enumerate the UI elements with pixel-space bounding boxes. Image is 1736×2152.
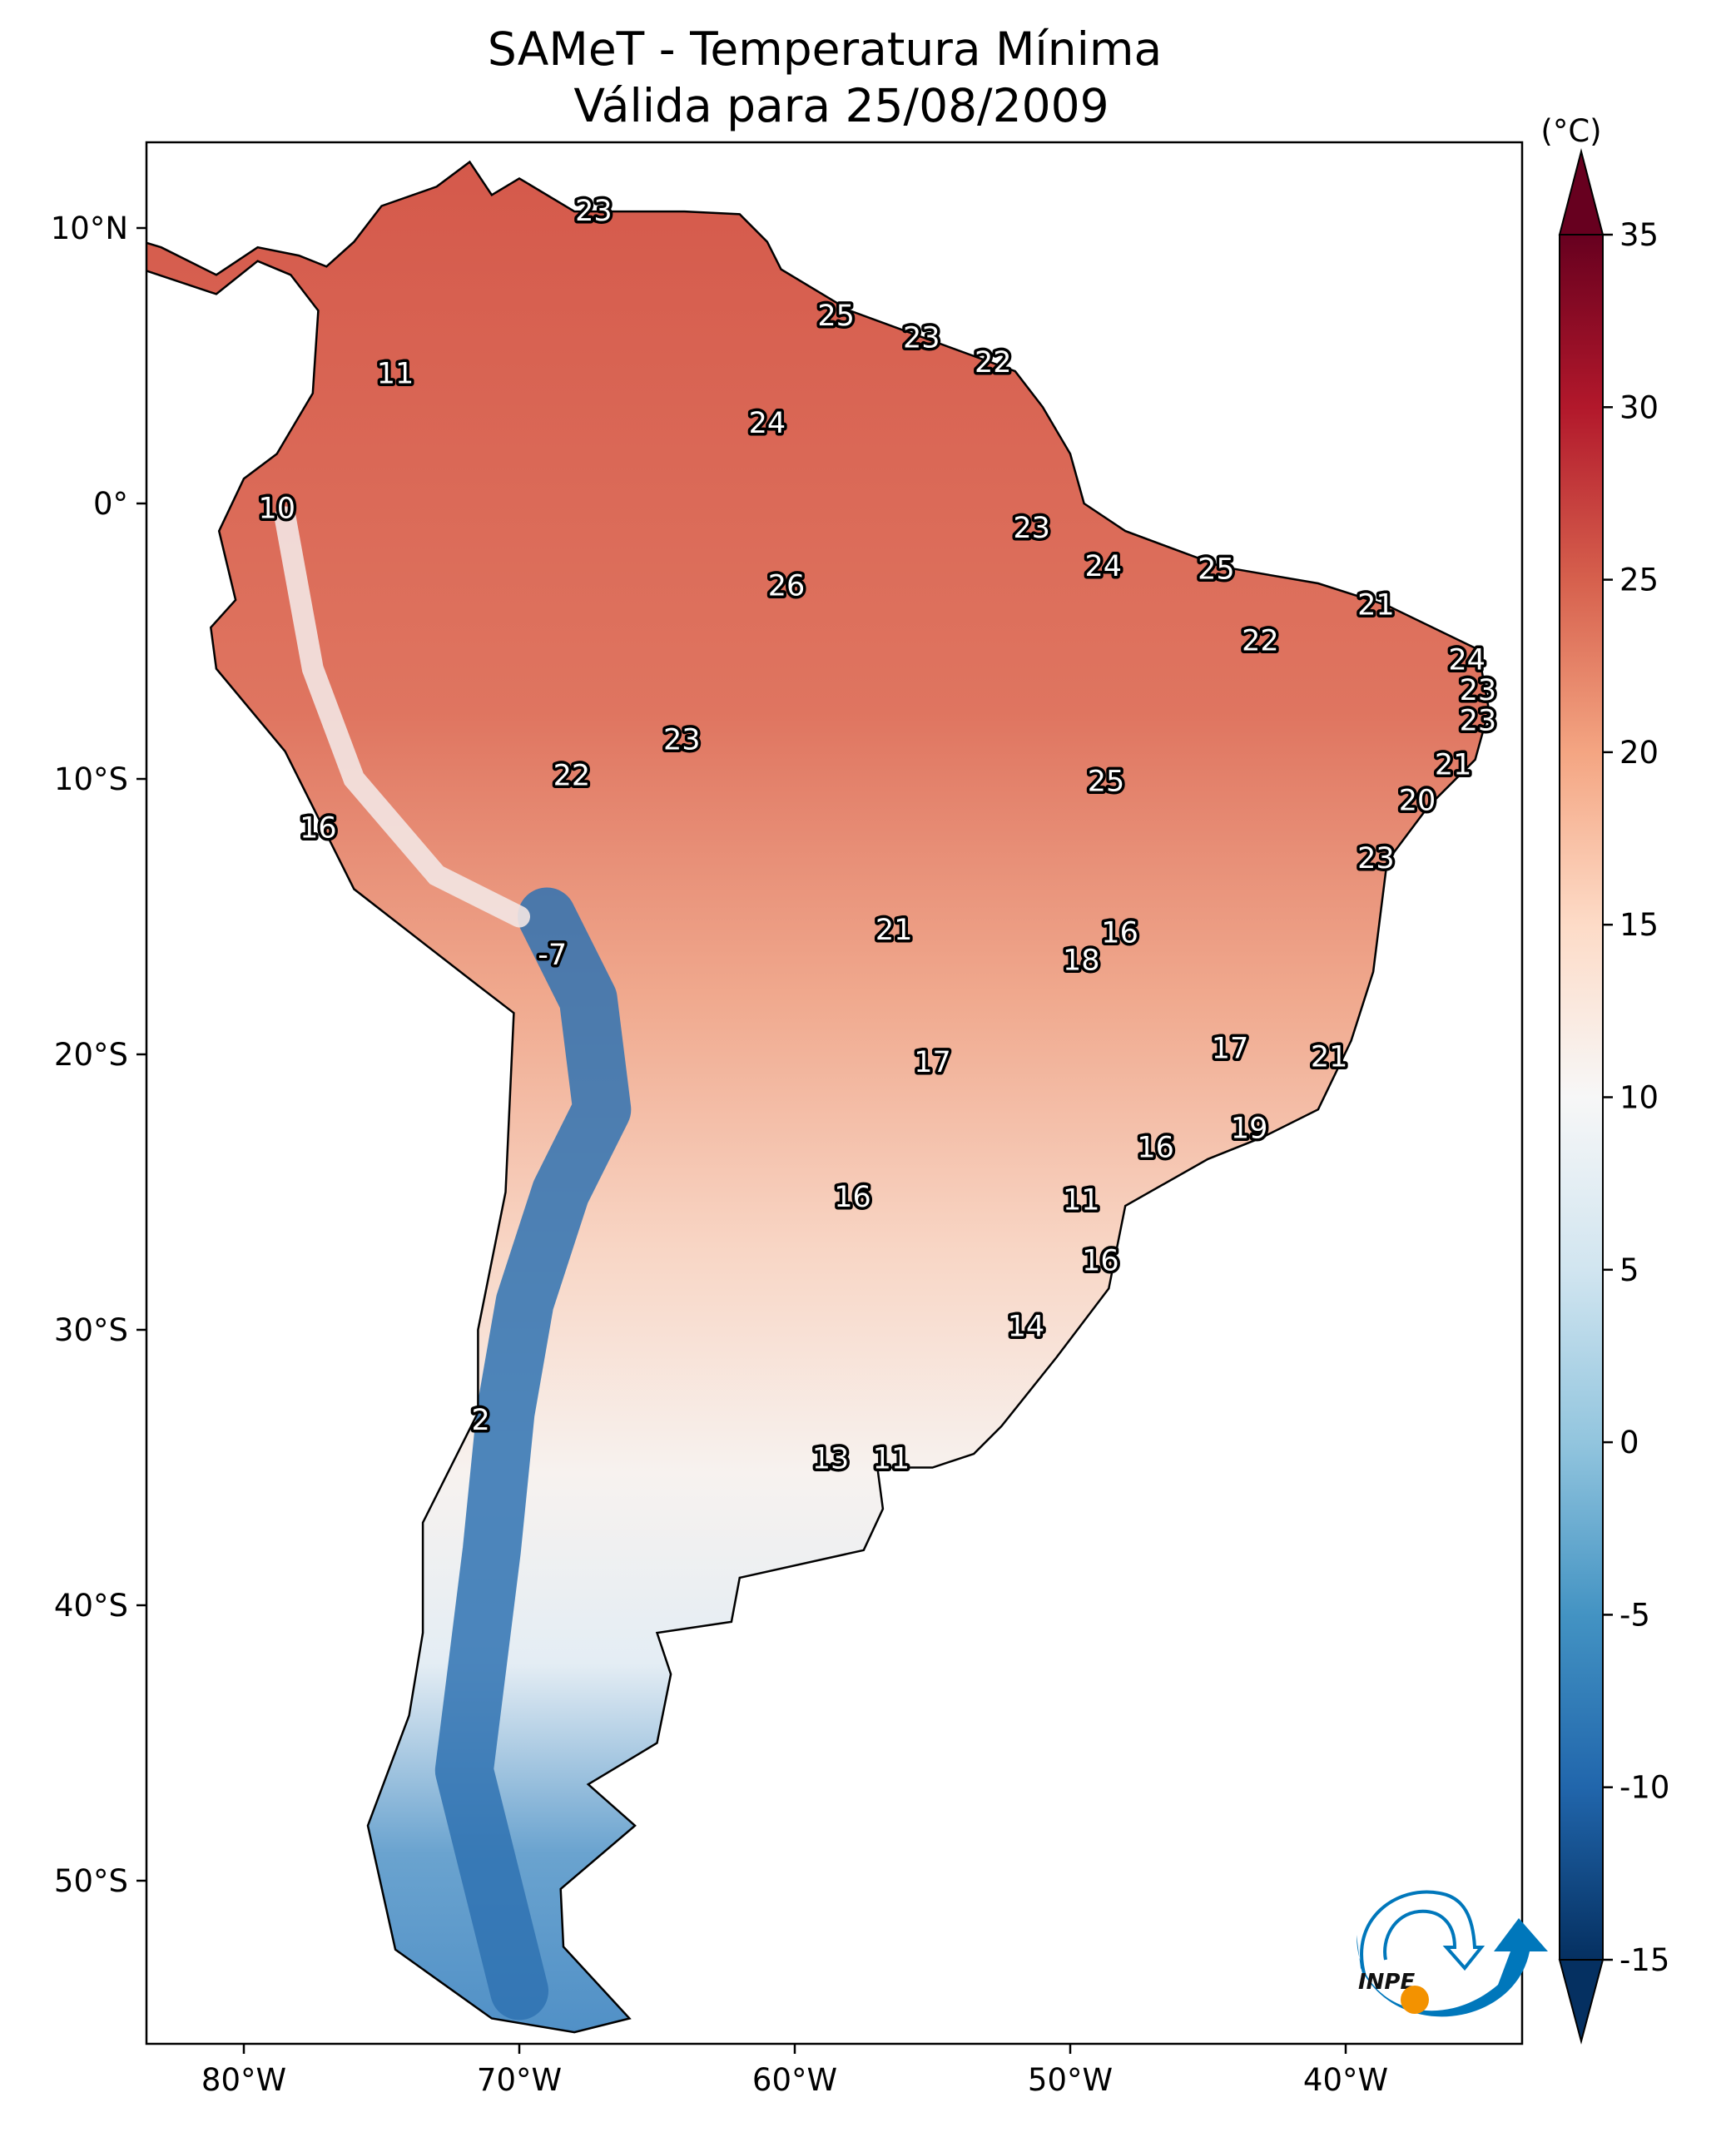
lat-tick-label: 10°N <box>51 211 128 246</box>
station-label: 23 <box>663 724 701 757</box>
station-label: 25 <box>1198 553 1235 586</box>
station-label: 23 <box>1460 674 1497 707</box>
station-label: 21 <box>875 914 913 947</box>
lat-tick-label: 20°S <box>54 1037 128 1073</box>
station-label: 11 <box>873 1443 910 1476</box>
station-label: 17 <box>914 1046 951 1079</box>
land-temperature-field <box>146 161 1490 2033</box>
lat-tick-label: 40°S <box>54 1588 128 1624</box>
colorbar-tick-label: 35 <box>1619 217 1659 253</box>
colorbar-tick-label: 15 <box>1619 907 1659 943</box>
lat-tick-label: 30°S <box>54 1312 128 1348</box>
station-label: 13 <box>812 1443 850 1476</box>
lat-tick-label: 0° <box>93 486 128 522</box>
station-label: 24 <box>1448 644 1486 677</box>
station-label: 16 <box>300 812 337 845</box>
andes-cold-band <box>434 887 632 2021</box>
colorbar-extend-max <box>1558 148 1605 236</box>
station-label: 23 <box>903 321 940 355</box>
lon-tick-label: 80°W <box>201 2062 286 2098</box>
station-label: 22 <box>1242 625 1279 658</box>
title-line-2: Válida para 25/08/2009 <box>573 79 1109 132</box>
colorbar-extend-min <box>1558 1959 1605 2045</box>
station-label: 10 <box>258 493 295 526</box>
station-label: 23 <box>575 195 613 228</box>
lat-tick-label: 10°S <box>54 761 128 797</box>
colorbar-tick-label: -15 <box>1619 1942 1669 1978</box>
colorbar-unit-label: (°C) <box>1540 113 1601 149</box>
map-axes: 80°W 70°W 60°W 50°W 40°W 10°N 0° 10°S 20°S 30°S 40… <box>51 211 1388 2098</box>
station-label: 16 <box>1101 916 1138 950</box>
lon-tick-label: 40°W <box>1303 2062 1388 2098</box>
station-label: 14 <box>1008 1311 1045 1344</box>
lon-tick-label: 50°W <box>1028 2062 1113 2098</box>
station-label: 21 <box>1357 588 1395 622</box>
colorbar-tick-label: 0 <box>1619 1425 1639 1460</box>
colorbar-tick-label: -5 <box>1619 1597 1650 1633</box>
colorbar-tick-label: 10 <box>1619 1080 1659 1116</box>
station-label: 23 <box>1013 512 1050 545</box>
station-label: 16 <box>1137 1132 1174 1165</box>
station-label: 16 <box>834 1181 871 1214</box>
station-label: 23 <box>1357 842 1395 875</box>
station-label: 21 <box>1435 748 1472 781</box>
station-label: 22 <box>553 760 591 793</box>
lon-tick-label: 70°W <box>477 2062 562 2098</box>
lat-tick-label: 50°S <box>54 1863 128 1899</box>
station-label: -7 <box>538 939 567 972</box>
inpe-logo: INPE <box>1357 1890 1548 2017</box>
colorbar-tick-label: 30 <box>1619 389 1659 425</box>
lon-tick-label: 60°W <box>752 2062 837 2098</box>
station-label: 25 <box>1088 765 1125 798</box>
station-label: 23 <box>1460 704 1497 737</box>
station-label: 2 <box>472 1404 490 1437</box>
station-label: 21 <box>1311 1040 1348 1074</box>
station-label: 20 <box>1399 784 1436 817</box>
logo-orange-dot <box>1401 1986 1429 2014</box>
colorbar-tick-label: -10 <box>1619 1770 1669 1806</box>
station-label: 26 <box>768 569 806 602</box>
station-label: 25 <box>817 300 855 333</box>
colorbar: 35 30 25 20 15 10 5 0 -5 -10 -15 (°C) <box>1540 113 1669 2045</box>
colorbar-gradient <box>1560 235 1603 1960</box>
title-line-1: SAMeT - Temperatura Mínima <box>488 22 1162 76</box>
colorbar-tick-label: 20 <box>1619 735 1659 771</box>
station-label: 19 <box>1231 1112 1268 1145</box>
colorbar-tick-label: 25 <box>1619 563 1659 598</box>
coastline <box>146 160 1490 2034</box>
map-frame <box>145 141 1524 2045</box>
station-label: 11 <box>377 357 414 390</box>
station-label: 22 <box>975 346 1012 379</box>
logo-arrow-loop <box>1360 1890 1486 1977</box>
station-label: 16 <box>1082 1244 1119 1277</box>
logo-swoosh <box>1357 1918 1548 2017</box>
station-label: 11 <box>1063 1183 1100 1217</box>
andes-north-cool-band <box>274 506 530 928</box>
station-label: 24 <box>749 407 786 440</box>
station-label: 17 <box>1212 1032 1249 1065</box>
station-label: 18 <box>1063 944 1100 977</box>
station-label: 24 <box>1084 550 1122 583</box>
colorbar-tick-label: 5 <box>1619 1252 1639 1288</box>
